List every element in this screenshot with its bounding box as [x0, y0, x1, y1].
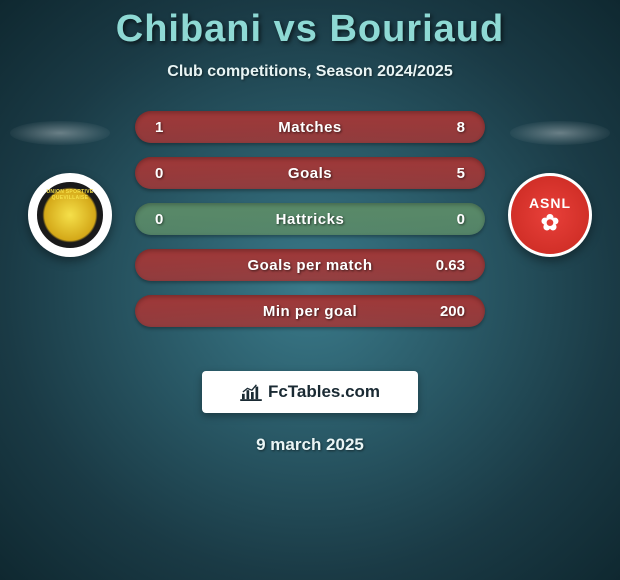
bar-chart-icon — [240, 383, 262, 401]
page-title: Chibani vs Bouriaud — [0, 0, 620, 51]
subtitle: Club competitions, Season 2024/2025 — [0, 63, 620, 81]
stat-right-value: 8 — [425, 119, 465, 136]
team-right-badge: ASNL ✿ — [508, 173, 592, 257]
stat-right-value: 0 — [425, 211, 465, 228]
team-left-crest: UNION SPORTIVE QUEVILLAISE — [37, 182, 103, 248]
stat-right-value: 200 — [425, 303, 465, 320]
team-right-crest: ASNL ✿ — [529, 196, 571, 234]
stat-left-value: 0 — [155, 165, 195, 182]
comparison-panel: UNION SPORTIVE QUEVILLAISE ASNL ✿ 1Match… — [0, 111, 620, 351]
stat-row: 0Hattricks0 — [135, 203, 485, 235]
team-left-crest-text: UNION SPORTIVE QUEVILLAISE — [40, 189, 100, 201]
stats-list: 1Matches8 0Goals5 0Hattricks0 Goals per mat… — [135, 111, 485, 341]
match-date: 9 march 2025 — [0, 435, 620, 455]
stat-left-value: 0 — [155, 211, 195, 228]
stat-right-value: 0.63 — [425, 257, 465, 274]
shadow-left — [10, 121, 110, 145]
thistle-icon: ✿ — [529, 212, 571, 234]
stat-row: 1Matches8 — [135, 111, 485, 143]
stat-row: Min per goal200 — [135, 295, 485, 327]
stat-right-value: 5 — [425, 165, 465, 182]
team-right-crest-text: ASNL — [529, 196, 571, 210]
brand-box[interactable]: FcTables.com — [202, 371, 418, 413]
stat-row: 0Goals5 — [135, 157, 485, 189]
stat-row: Goals per match0.63 — [135, 249, 485, 281]
stat-left-value: 1 — [155, 119, 195, 136]
team-left-badge: UNION SPORTIVE QUEVILLAISE — [28, 173, 112, 257]
shadow-right — [510, 121, 610, 145]
brand-text: FcTables.com — [268, 382, 380, 402]
